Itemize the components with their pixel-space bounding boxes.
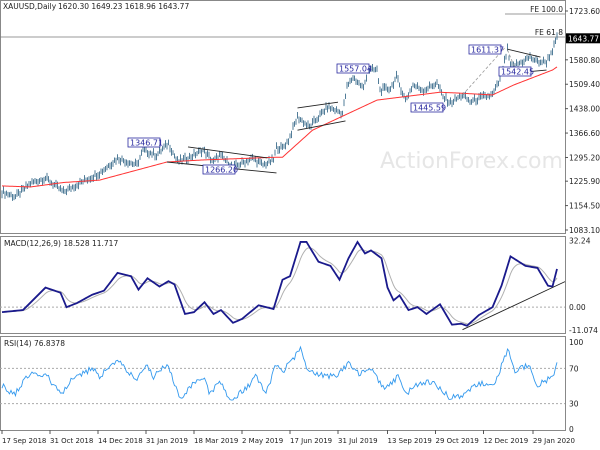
x-tick-label: 31 Oct 2018 (50, 437, 93, 445)
trendline (507, 48, 541, 58)
price-annotation-label: 1557.04 (339, 65, 372, 74)
y-tick-label: 1438.00 (569, 105, 600, 114)
macd-y-tick-label: 32.24 (569, 237, 591, 246)
current-price-label: 1643.77 (568, 34, 599, 43)
price-annotation-label: 1542.45 (501, 68, 534, 77)
rsi-y-tick-label: 30 (569, 400, 579, 409)
y-tick-label: 1366.60 (569, 129, 600, 138)
y-tick-label: 1580.80 (569, 56, 600, 65)
macd-y-tick-label: 0.00 (569, 303, 586, 312)
y-tick-label: 1225.90 (569, 177, 600, 186)
macd-y-tick-label: -11.074 (569, 326, 598, 335)
price-annotation-box (468, 44, 502, 55)
rsi-panel: 100 70 30 0 (0, 336, 584, 434)
panel-frame (0, 236, 566, 334)
trendline (297, 101, 339, 109)
y-tick-label: 1295.20 (569, 153, 600, 162)
x-tick-label: 12 Dec 2019 (484, 437, 529, 445)
x-tick-label: 29 Oct 2019 (436, 437, 479, 445)
rsi-y-tick-label: 100 (569, 338, 584, 347)
price-annotation-box (336, 63, 370, 74)
price-panel: 1723.60 1580.80 1509.40 1438.00 1366.60 1295.… (0, 0, 600, 235)
rsi-y-tick-label: 0 (569, 425, 574, 434)
watermark: ActionForex.com (380, 149, 563, 174)
rsi-title: RSI(14) 76.8378 (4, 339, 65, 348)
y-tick-label: 1723.60 (569, 7, 600, 16)
y-tick-label: 1154.50 (569, 202, 600, 211)
ohlc-header: 1620.30 1649.23 1618.96 1643.77 (58, 2, 189, 11)
panel-frame (0, 0, 566, 234)
fib-level-label: FE 100.0 (530, 5, 563, 14)
moving-average-line (1, 66, 558, 188)
x-tick-label: 29 Jan 2020 (533, 437, 575, 445)
y-tick-label: 1083.10 (569, 226, 600, 235)
macd-signal-line (1, 247, 558, 325)
x-tick-label: 17 Jun 2019 (290, 437, 332, 445)
rsi-y-tick-label: 70 (569, 364, 579, 373)
projection-dashed-line (462, 47, 505, 96)
price-annotation-box (202, 164, 236, 175)
price-annotation-label: 1445.59 (413, 104, 446, 113)
trendline (297, 120, 346, 131)
macd-trendline (462, 281, 566, 331)
price-annotation-label: 1266.20 (205, 166, 238, 175)
price-annotation-box (127, 137, 161, 148)
current-price-box (566, 33, 600, 44)
x-tick-label: 18 Mar 2019 (194, 437, 238, 445)
symbol-header: XAUUSD,Daily (3, 2, 57, 11)
rsi-line (1, 345, 558, 401)
x-axis: 17 Sep 2018 31 Oct 2018 14 Dec 2018 31 Jan … (1, 430, 575, 445)
x-tick-label: 31 Jul 2019 (338, 437, 378, 445)
macd-title: MACD(12,26,9) 18.528 11.717 (4, 239, 118, 248)
macd-panel: 32.24 0.00 -11.074 (0, 236, 598, 335)
panel-frame (0, 336, 566, 431)
macd-line (1, 240, 558, 327)
x-tick-label: 31 Jan 2019 (146, 437, 188, 445)
price-annotation-box (498, 66, 532, 77)
price-annotation-label: 1346.71 (130, 139, 163, 148)
y-tick-label: 1509.40 (569, 80, 600, 89)
projection-dashed-line (507, 49, 517, 73)
fib-level-label: FE 61.8 (535, 28, 563, 37)
x-tick-label: 14 Dec 2018 (98, 437, 143, 445)
price-annotation-label: 1611.37 (471, 46, 504, 55)
trendline (187, 146, 268, 159)
x-tick-label: 2 May 2019 (242, 437, 283, 445)
x-tick-label: 17 Sep 2018 (2, 437, 46, 445)
price-annotation-box (410, 102, 444, 113)
x-tick-label: 13 Sep 2019 (388, 437, 432, 445)
